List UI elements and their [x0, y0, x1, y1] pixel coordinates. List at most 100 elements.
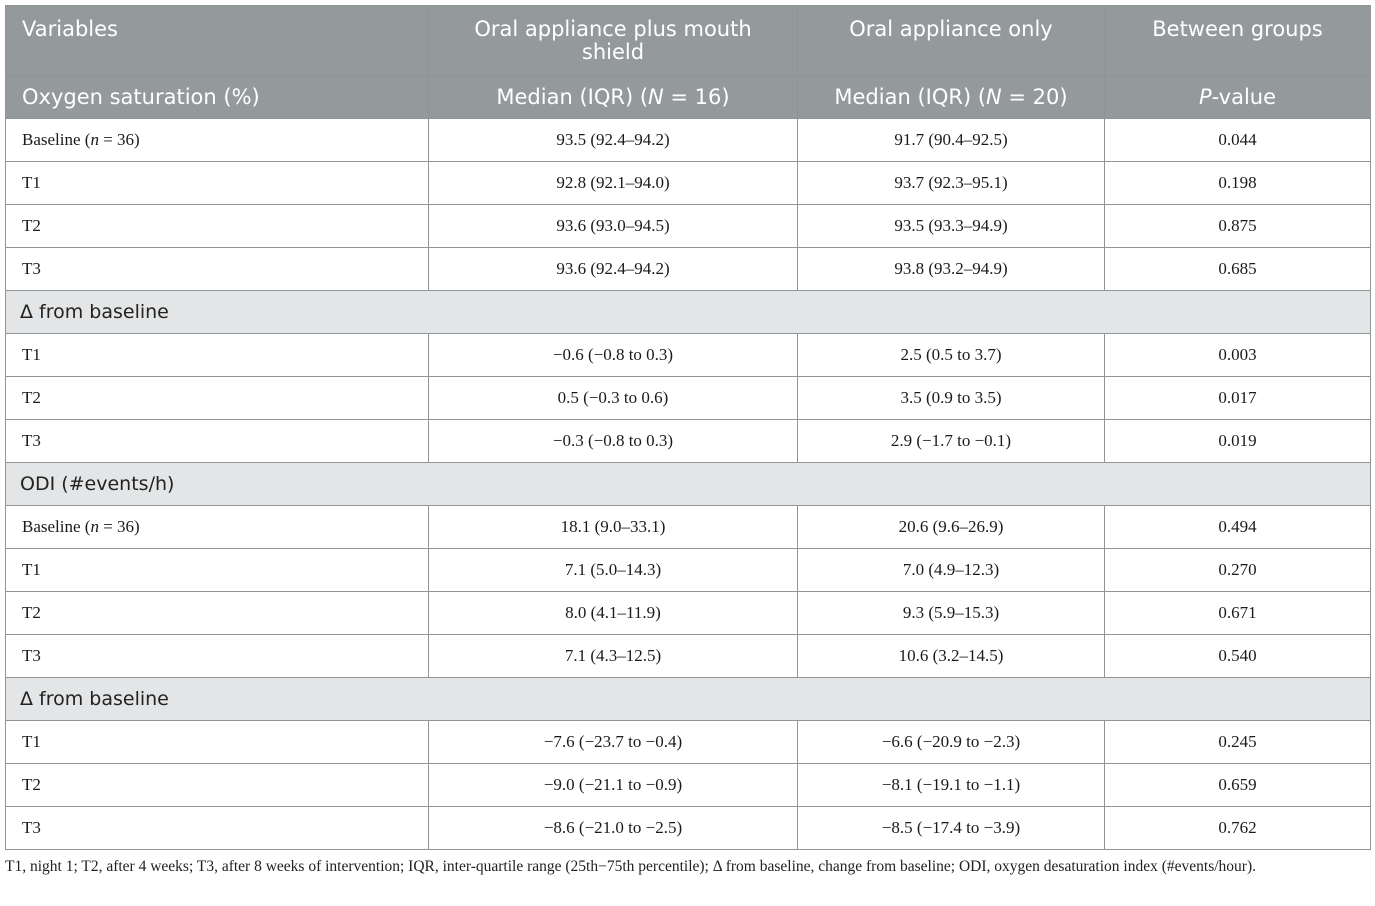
median-g1-n: N [648, 84, 664, 109]
cell-g2: 93.7 (92.3–95.1) [797, 161, 1105, 205]
label-italic: n [90, 130, 99, 149]
cell-p: 0.245 [1104, 720, 1371, 764]
section-row-odi: ODI (#events/h) [5, 462, 1371, 506]
header-row-2: Oxygen saturation (%) Median (IQR) (N = … [5, 75, 1371, 119]
median-g2-prefix: Median (IQR) ( [834, 84, 987, 109]
row-label: T1 [5, 333, 429, 377]
table-row: T1 92.8 (92.1–94.0) 93.7 (92.3–95.1) 0.1… [5, 161, 1371, 205]
header-group-1: Oral appliance plus mouth shield [428, 5, 798, 76]
row-label: T1 [5, 720, 429, 764]
row-label: T2 [5, 591, 429, 635]
cell-g1: −0.6 (−0.8 to 0.3) [428, 333, 798, 377]
cell-g1: −8.6 (−21.0 to −2.5) [428, 806, 798, 850]
row-label: T3 [5, 247, 429, 291]
table-row: T2 93.6 (93.0–94.5) 93.5 (93.3–94.9) 0.8… [5, 204, 1371, 248]
table-row: Baseline (n = 36) 93.5 (92.4–94.2) 91.7 … [5, 118, 1371, 162]
cell-p: 0.044 [1104, 118, 1371, 162]
table-row: T2 8.0 (4.1–11.9) 9.3 (5.9–15.3) 0.671 [5, 591, 1371, 635]
results-table-container: Variables Oral appliance plus mouth shie… [5, 5, 1371, 850]
label-text: Baseline ( [22, 517, 91, 536]
p-suffix: -value [1211, 84, 1277, 109]
header-median-g2: Median (IQR) (N = 20) [797, 75, 1105, 119]
cell-p: 0.003 [1104, 333, 1371, 377]
header-median-g1: Median (IQR) (N = 16) [428, 75, 798, 119]
cell-g1: −7.6 (−23.7 to −0.4) [428, 720, 798, 764]
cell-g2: 9.3 (5.9–15.3) [797, 591, 1105, 635]
cell-p: 0.019 [1104, 419, 1371, 463]
cell-g1: 8.0 (4.1–11.9) [428, 591, 798, 635]
label-italic: n [90, 517, 99, 536]
cell-g2: −8.5 (−17.4 to −3.9) [797, 806, 1105, 850]
row-label: T2 [5, 376, 429, 420]
section-row-oxygen-delta: Δ from baseline [5, 290, 1371, 334]
cell-g1: 93.5 (92.4–94.2) [428, 118, 798, 162]
table-row: T2 −9.0 (−21.1 to −0.9) −8.1 (−19.1 to −… [5, 763, 1371, 807]
table-row: T1 −0.6 (−0.8 to 0.3) 2.5 (0.5 to 3.7) 0… [5, 333, 1371, 377]
row-label: T1 [5, 548, 429, 592]
table-row: T1 7.1 (5.0–14.3) 7.0 (4.9–12.3) 0.270 [5, 548, 1371, 592]
cell-p: 0.762 [1104, 806, 1371, 850]
cell-g2: 10.6 (3.2–14.5) [797, 634, 1105, 678]
median-g2-suffix: = 20) [1001, 84, 1068, 109]
label-suffix: = 36) [98, 517, 140, 536]
cell-p: 0.659 [1104, 763, 1371, 807]
cell-g2: 91.7 (90.4–92.5) [797, 118, 1105, 162]
cell-p: 0.017 [1104, 376, 1371, 420]
cell-p: 0.875 [1104, 204, 1371, 248]
cell-g1: 7.1 (4.3–12.5) [428, 634, 798, 678]
cell-g2: −8.1 (−19.1 to −1.1) [797, 763, 1105, 807]
cell-g1: −0.3 (−0.8 to 0.3) [428, 419, 798, 463]
cell-p: 0.671 [1104, 591, 1371, 635]
cell-g1: −9.0 (−21.1 to −0.9) [428, 763, 798, 807]
section-label: Δ from baseline [5, 677, 1371, 721]
row-label: T1 [5, 161, 429, 205]
header-row-1: Variables Oral appliance plus mouth shie… [5, 5, 1371, 76]
cell-g2: −6.6 (−20.9 to −2.3) [797, 720, 1105, 764]
cell-p: 0.270 [1104, 548, 1371, 592]
header-variables: Variables [5, 5, 429, 76]
header-between-groups: Between groups [1104, 5, 1371, 76]
cell-p: 0.198 [1104, 161, 1371, 205]
table-row: T2 0.5 (−0.3 to 0.6) 3.5 (0.9 to 3.5) 0.… [5, 376, 1371, 420]
cell-g2: 7.0 (4.9–12.3) [797, 548, 1105, 592]
row-label: Baseline (n = 36) [5, 118, 429, 162]
table-footnote: T1, night 1; T2, after 4 weeks; T3, afte… [5, 858, 1256, 875]
median-g1-suffix: = 16) [663, 84, 730, 109]
table-row: T1 −7.6 (−23.7 to −0.4) −6.6 (−20.9 to −… [5, 720, 1371, 764]
row-label: T3 [5, 634, 429, 678]
row-label: T3 [5, 419, 429, 463]
cell-g2: 2.5 (0.5 to 3.7) [797, 333, 1105, 377]
table-row: T3 −0.3 (−0.8 to 0.3) 2.9 (−1.7 to −0.1)… [5, 419, 1371, 463]
table-body: Baseline (n = 36) 93.5 (92.4–94.2) 91.7 … [5, 118, 1371, 850]
table-header: Variables Oral appliance plus mouth shie… [5, 5, 1371, 119]
cell-g2: 20.6 (9.6–26.9) [797, 505, 1105, 549]
cell-p: 0.494 [1104, 505, 1371, 549]
row-label: T2 [5, 763, 429, 807]
cell-g1: 18.1 (9.0–33.1) [428, 505, 798, 549]
header-oxygen-saturation: Oxygen saturation (%) [5, 75, 429, 119]
row-label: T2 [5, 204, 429, 248]
label-suffix: = 36) [98, 130, 140, 149]
header-p-value: P-value [1104, 75, 1371, 119]
p-italic: P [1198, 84, 1212, 109]
table-row: Baseline (n = 36) 18.1 (9.0–33.1) 20.6 (… [5, 505, 1371, 549]
cell-g1: 7.1 (5.0–14.3) [428, 548, 798, 592]
cell-g2: 93.5 (93.3–94.9) [797, 204, 1105, 248]
results-table: Variables Oral appliance plus mouth shie… [5, 5, 1371, 850]
cell-g2: 93.8 (93.2–94.9) [797, 247, 1105, 291]
table-row: T3 −8.6 (−21.0 to −2.5) −8.5 (−17.4 to −… [5, 806, 1371, 850]
cell-g1: 92.8 (92.1–94.0) [428, 161, 798, 205]
cell-g1: 0.5 (−0.3 to 0.6) [428, 376, 798, 420]
cell-g2: 2.9 (−1.7 to −0.1) [797, 419, 1105, 463]
section-row-odi-delta: Δ from baseline [5, 677, 1371, 721]
cell-p: 0.685 [1104, 247, 1371, 291]
cell-p: 0.540 [1104, 634, 1371, 678]
header-group-2: Oral appliance only [797, 5, 1105, 76]
table-row: T3 7.1 (4.3–12.5) 10.6 (3.2–14.5) 0.540 [5, 634, 1371, 678]
label-text: Baseline ( [22, 130, 91, 149]
cell-g2: 3.5 (0.9 to 3.5) [797, 376, 1105, 420]
section-label: Δ from baseline [5, 290, 1371, 334]
section-label: ODI (#events/h) [5, 462, 1371, 506]
row-label: Baseline (n = 36) [5, 505, 429, 549]
cell-g1: 93.6 (93.0–94.5) [428, 204, 798, 248]
